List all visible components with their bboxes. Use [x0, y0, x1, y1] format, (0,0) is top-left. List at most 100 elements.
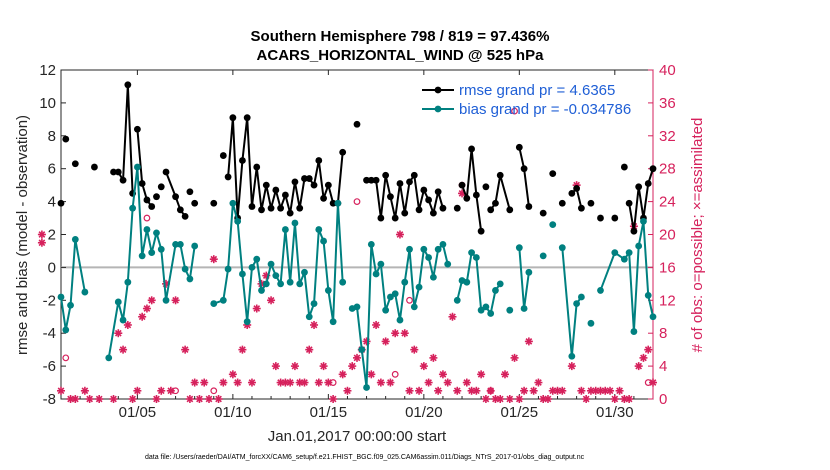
obs-assimilated-point	[481, 395, 490, 403]
obs-star-stroke	[535, 379, 542, 386]
y-left-tick-label: 2	[48, 227, 56, 244]
obs-star-stroke	[320, 362, 327, 370]
bias-point	[248, 264, 256, 271]
obs-assimilated-point	[386, 378, 395, 387]
bias-point	[153, 229, 160, 237]
bias-point	[420, 245, 428, 253]
bias-point	[133, 163, 141, 171]
obs-possible-point	[62, 354, 70, 362]
rmse-point	[310, 181, 318, 189]
obs-star-stroke	[372, 321, 380, 329]
rmse-point	[110, 168, 117, 176]
obs-star-stroke	[248, 379, 256, 386]
obs-assimilated-point	[37, 238, 46, 247]
obs-star-stroke	[286, 379, 294, 386]
y-left-tick-label: -8	[43, 391, 56, 408]
obs-star-stroke	[172, 296, 179, 304]
obs-star-stroke	[396, 231, 404, 238]
obs-assimilated-point	[319, 362, 328, 371]
obs-star-stroke	[119, 346, 127, 354]
y-left-tick-label: 0	[48, 259, 56, 276]
legend-bias-marker	[422, 105, 454, 113]
bias-point	[568, 352, 576, 360]
obs-assimilated-point	[271, 362, 280, 371]
obs-assimilated-point	[138, 312, 147, 321]
rmse-point	[630, 227, 638, 235]
obs-assimilated-point	[515, 395, 524, 403]
obs-star-stroke	[353, 354, 361, 362]
y-left-tick-label: -2	[43, 292, 56, 309]
rmse-point	[458, 181, 466, 189]
y-axis-right-label: # of obs: o=possible; ×=assimilated	[689, 118, 706, 353]
obs-star-stroke	[434, 387, 442, 395]
obs-star-stroke	[186, 395, 194, 403]
rmse-point	[611, 214, 619, 222]
bias-point	[372, 270, 380, 278]
obs-possible-point	[391, 370, 399, 378]
obs-star-stroke	[86, 395, 94, 403]
obs-assimilated-point	[582, 395, 591, 403]
bias-point	[291, 219, 299, 227]
obs-star-stroke	[138, 313, 146, 321]
obs-star-stroke	[520, 387, 528, 395]
obs-star-stroke	[134, 387, 141, 395]
obs-star-stroke	[329, 395, 337, 403]
rmse-point	[114, 168, 122, 176]
obs-star-stroke	[267, 296, 275, 304]
obs-assimilated-point	[381, 337, 390, 346]
rmse-point	[143, 196, 151, 204]
obs-star-stroke	[253, 305, 261, 312]
rmse-point	[587, 199, 595, 207]
legend-rmse-label: rmse grand pr = 4.6365	[459, 82, 615, 99]
rmse-point	[339, 148, 347, 156]
obs-star-stroke	[210, 255, 218, 263]
obs-assimilated-point	[314, 378, 323, 387]
x-tick-label: 01/15	[310, 404, 348, 421]
obs-assimilated-point	[372, 320, 381, 329]
obs-star-stroke	[239, 346, 246, 354]
bias-point	[114, 298, 122, 306]
obs-star-stroke	[71, 395, 79, 403]
bias-point	[138, 252, 146, 260]
rmse-point	[453, 204, 461, 212]
bias-point	[577, 293, 585, 301]
bias-point	[243, 318, 251, 326]
obs-possible-point	[329, 379, 337, 386]
bias-point	[649, 313, 657, 321]
obs-star-stroke	[200, 379, 208, 386]
rmse-line	[489, 174, 511, 211]
rmse-point	[468, 145, 475, 153]
bias-point	[444, 260, 452, 268]
rmse-point	[439, 204, 447, 212]
obs-assimilated-point	[429, 353, 438, 362]
rmse-point	[420, 186, 428, 194]
rmse-point	[525, 203, 533, 210]
y-right-tick-label: 28	[659, 161, 676, 178]
rmse-point	[186, 188, 194, 196]
rmse-point	[625, 199, 633, 207]
obs-possible-point	[406, 296, 413, 304]
obs-assimilated-point	[610, 395, 619, 403]
obs-possible-point	[353, 198, 361, 206]
obs-assimilated-point	[185, 395, 194, 403]
bias-point	[224, 265, 232, 273]
obs-assimilated-point	[233, 378, 242, 387]
obs-star-stroke	[57, 387, 65, 395]
plot-area: 01/05 01/10 01/15 01/20 01/25 01/30 -8-6-4-20…	[37, 62, 676, 421]
obs-star-stroke	[124, 321, 132, 329]
obs-star-stroke	[344, 387, 351, 395]
obs-star-stroke	[439, 370, 447, 378]
obs-assimilated-point	[367, 370, 376, 379]
bias-point	[239, 270, 246, 278]
bias-point	[477, 306, 485, 314]
obs-assimilated-point	[252, 304, 261, 313]
bias-point	[597, 287, 604, 294]
obs-assimilated-point	[238, 345, 247, 354]
plot-frame	[60, 69, 654, 400]
obs-star-stroke	[606, 387, 614, 395]
obs-star-stroke	[114, 329, 122, 337]
obs-assimilated-point	[247, 378, 256, 387]
obs-assimilated-point	[443, 378, 452, 387]
bias-point	[625, 249, 633, 256]
bias-point	[310, 300, 318, 307]
